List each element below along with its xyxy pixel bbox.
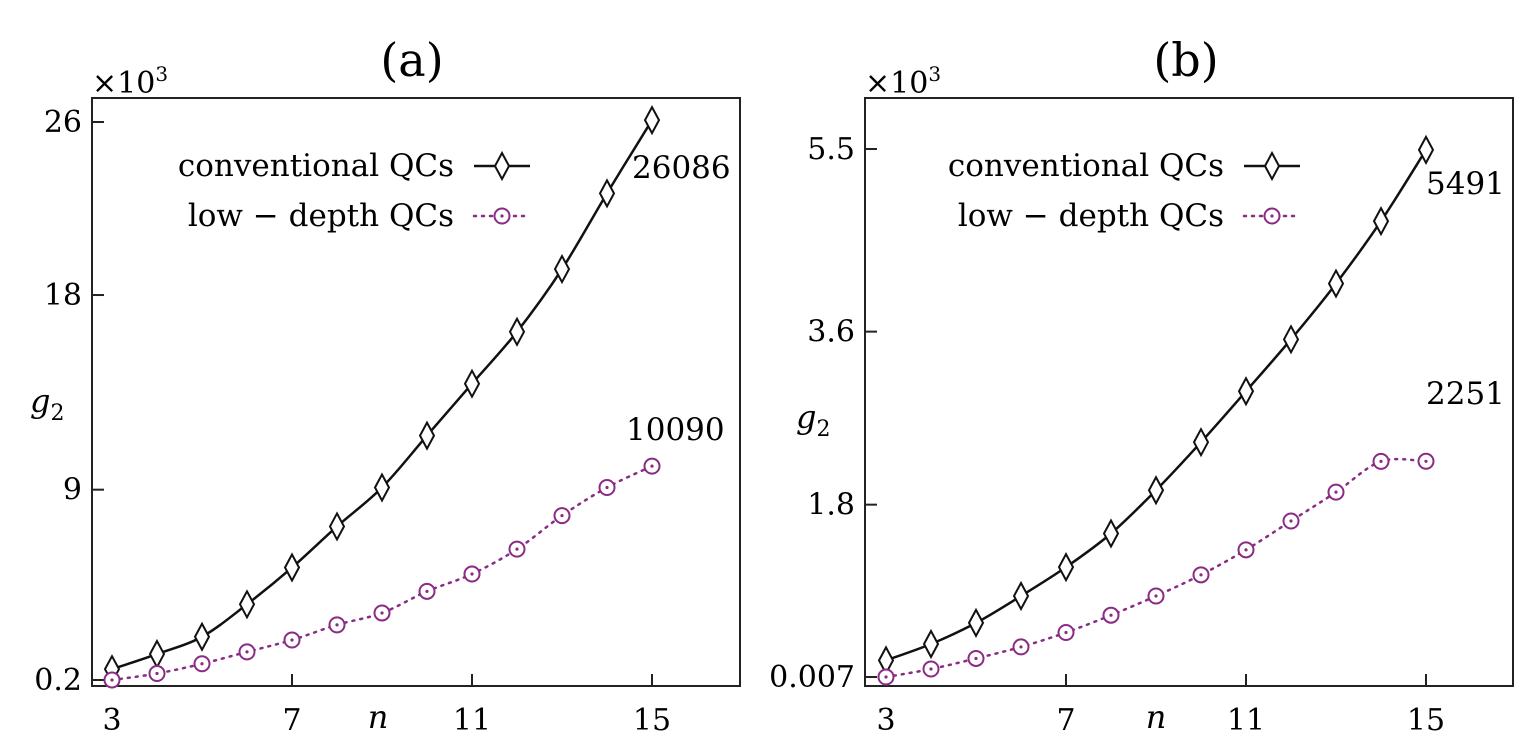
data-point-diamond [418,420,436,451]
data-point-circle-center [605,485,609,490]
data-point-diamond [1012,580,1030,612]
panel-b-annotation-lowdepth: 2251 [1426,376,1505,412]
data-point-circle-center [425,589,429,593]
panel-b-x-axis-label: n [1146,698,1167,736]
data-point-circle-center [245,650,249,654]
panel-b-y-multiplier: ×103 [865,62,941,101]
panel-a-series [103,105,661,689]
y-tick-label: 9 [63,473,82,508]
panel-a-y-multiplier: ×103 [92,62,168,101]
panel-a-legend-lowdepth: low − depth QCs [188,198,454,234]
panel-a-x-axis-label: n [368,698,389,736]
data-point-circle-center [470,572,474,576]
data-point-circle-center [1199,573,1203,577]
x-tick-label: 3 [876,703,895,738]
data-point-diamond [1102,518,1120,549]
panel-a-legend: conventional QCs low − depth QCs [178,148,532,234]
data-point-diamond [1057,552,1075,583]
panel-b-y-axis-label: g2 [796,398,830,442]
panel-a-y-ticks: 0.2 9 18 26 [34,105,104,698]
panel-a-y-axis-label: g2 [30,382,64,426]
data-point-circle-center [380,611,384,615]
panel-a-title: (a) [380,33,443,87]
data-point-circle-center [1064,630,1068,635]
data-point-circle-center [1244,548,1248,552]
y-tick-label: 26 [44,105,82,140]
panel-a-x-ticks: 3 7 11 15 [102,674,671,738]
x-tick-label: 3 [102,703,121,738]
panel-a-annotation-lowdepth: 10090 [626,412,725,448]
plot-frame-b [864,97,1514,687]
panel-b-legend: conventional QCs low − depth QCs [948,148,1302,234]
data-point-diamond [148,638,166,670]
data-point-diamond [193,621,211,652]
data-point-circle-center [1334,490,1338,494]
data-point-diamond [463,368,481,399]
data-point-circle-center [929,667,933,671]
data-point-circle-center [974,656,978,661]
data-point-circle-center [1379,459,1383,463]
panel-b: (b) ×103 g2 n 0.007 1.8 3.6 5.5 3 7 11 15 conv… [769,33,1514,738]
x-tick-label: 11 [453,703,491,738]
data-point-diamond [1192,427,1210,458]
data-point-diamond [1282,324,1300,355]
panel-b-legend-conventional: conventional QCs [948,148,1224,184]
data-point-circle-center [290,638,294,642]
data-point-diamond [373,472,391,503]
panel-a-legend-diamond-icon [493,150,511,182]
y-tick-label: 3.6 [807,315,855,350]
data-point-diamond [328,511,346,542]
panel-b-legend-lowdepth: low − depth QCs [958,198,1224,234]
data-point-diamond [643,105,661,136]
data-point-circle-center [650,464,654,468]
x-tick-label: 7 [282,703,301,738]
panel-b-legend-diamond-icon [1263,150,1281,182]
data-point-circle-center [560,514,564,518]
y-tick-label: 0.007 [769,660,855,695]
data-point-diamond [1372,205,1390,237]
data-point-circle-center [1154,594,1158,598]
data-point-circle-center [155,671,159,676]
data-point-circle-center [515,547,519,551]
panel-b-series [877,134,1435,686]
data-point-circle-center [200,662,204,666]
data-point-diamond [553,253,571,285]
data-point-circle-center [1424,459,1428,463]
data-point-circle-center [1109,613,1113,617]
y-tick-label: 5.5 [807,132,855,167]
panel-a-annotation-conventional: 26086 [632,150,731,186]
y-tick-label: 1.8 [807,488,855,523]
data-point-circle-center [335,623,339,627]
data-point-diamond [508,316,526,347]
panel-b-legend-circle-dot [1270,214,1274,218]
data-point-diamond [922,628,940,660]
x-tick-label: 15 [1407,703,1445,738]
data-point-diamond [1237,376,1255,407]
y-tick-label: 0.2 [34,663,82,698]
panel-b-x-ticks: 3 7 11 15 [876,674,1445,738]
data-point-circle-center [110,678,114,682]
data-point-diamond [1417,134,1435,165]
data-point-diamond [598,178,616,209]
y-tick-label: 18 [44,278,82,313]
panel-b-title: (b) [1153,33,1218,87]
x-tick-label: 7 [1056,703,1075,738]
panel-a: (a) ×103 g2 n 0.2 9 18 26 3 7 11 15 convention… [30,33,741,738]
x-tick-label: 11 [1227,703,1265,738]
x-tick-label: 15 [633,703,671,738]
data-point-circle-center [1019,645,1023,649]
panel-b-y-ticks: 0.007 1.8 3.6 5.5 [769,132,877,695]
data-point-diamond [967,607,985,638]
data-point-circle-center [884,675,888,679]
data-point-circle-center [1289,519,1293,523]
data-point-diamond [283,552,301,583]
data-point-diamond [238,589,256,620]
panel-a-legend-circle-dot [500,214,504,218]
plot-frame-a [91,97,741,687]
panel-a-legend-conventional: conventional QCs [178,148,454,184]
panel-b-annotation-conventional: 5491 [1426,166,1505,202]
data-point-diamond [1327,268,1345,299]
data-point-diamond [1147,475,1165,506]
